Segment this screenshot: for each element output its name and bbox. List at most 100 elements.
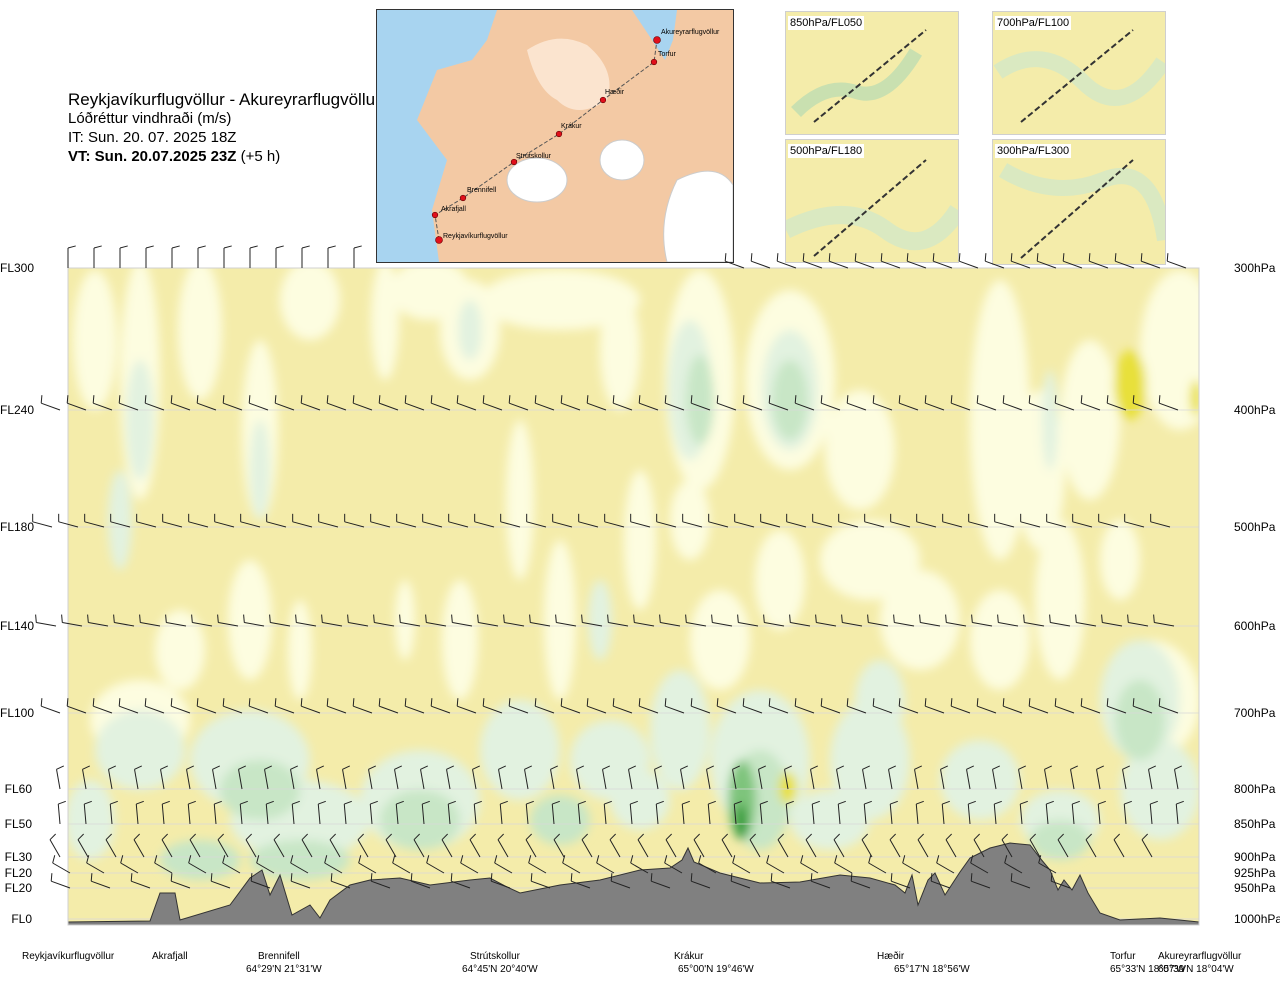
wind-barb-staff — [833, 839, 845, 858]
wind-barb-feather — [472, 765, 480, 770]
mini-map-850-svg — [786, 12, 958, 134]
wind-barb-staff — [994, 521, 1015, 528]
wind-barb-feather — [945, 614, 947, 623]
wind-barb-feather — [347, 614, 349, 623]
wind-barb-staff — [751, 260, 771, 269]
wind-barb-feather — [222, 855, 226, 864]
wind-barb-staff — [421, 804, 425, 825]
wind-barb-staff — [608, 622, 629, 627]
wind-barb — [108, 765, 116, 790]
wind-barb-feather — [352, 395, 355, 404]
wind-barb — [290, 873, 311, 889]
field-layer — [68, 268, 1199, 925]
wind-barb — [570, 873, 591, 889]
wind-barb-staff — [587, 402, 607, 411]
wind-barb-staff — [733, 804, 737, 825]
wind-barb — [973, 833, 985, 858]
wind-barb — [950, 395, 971, 411]
mini-map-700-route — [1020, 29, 1134, 123]
wind-barb-staff — [693, 839, 705, 858]
wind-barb-staff — [637, 839, 649, 858]
wind-barb — [993, 800, 1002, 825]
wind-barb — [191, 614, 213, 627]
wind-barb-staff — [1081, 705, 1101, 714]
wind-barb-feather — [1044, 765, 1052, 770]
wind-barb — [971, 614, 993, 627]
route-map-highland — [527, 38, 610, 110]
wind-barb — [1132, 698, 1153, 714]
wind-barb-staff — [836, 769, 841, 790]
wind-barb — [1158, 395, 1179, 411]
wind-barb — [707, 800, 716, 825]
valid-time-main: VT: Sun. 20.07.2025 23Z — [68, 148, 237, 165]
location-coordinate: 65°17'N 18°56'W — [894, 964, 970, 975]
wind-barb — [690, 698, 711, 714]
wind-barb-feather — [370, 800, 378, 805]
wind-barb — [404, 395, 425, 411]
wind-barb-feather — [578, 800, 586, 805]
wind-barb — [477, 614, 499, 627]
wind-barb-staff — [603, 804, 607, 825]
wind-barb-feather — [528, 855, 532, 864]
wind-barb-staff — [634, 622, 655, 627]
wind-barb-feather — [108, 765, 116, 770]
wind-barb — [711, 614, 733, 627]
wind-barb-feather — [530, 873, 533, 882]
mini-map-700-svg — [993, 12, 1165, 134]
wind-barb-feather — [1004, 855, 1008, 864]
wind-barb-staff — [868, 622, 889, 627]
wind-barb-feather — [802, 253, 805, 262]
wind-barb-feather — [637, 833, 645, 841]
wind-barb-feather — [498, 765, 506, 770]
wind-barb — [499, 800, 508, 825]
wind-barb-staff — [847, 705, 867, 714]
wind-barb-staff — [369, 804, 373, 825]
wind-barb-staff — [562, 862, 581, 874]
wind-barb-staff — [972, 622, 993, 627]
wind-barb-feather — [196, 395, 199, 404]
wind-barb-staff — [907, 260, 927, 269]
wind-barb-feather — [898, 395, 901, 404]
wind-barb — [248, 395, 269, 411]
wind-barb — [812, 513, 833, 528]
vertical-velocity-contour — [155, 610, 205, 690]
wind-barb — [524, 765, 532, 790]
wind-barb-feather — [120, 855, 124, 864]
wind-barb — [269, 614, 291, 627]
location-name: Akureyrarflugvöllur — [1158, 951, 1242, 962]
vertical-velocity-contour — [790, 790, 870, 850]
wind-barb-staff — [1045, 804, 1049, 825]
wind-barb-staff — [426, 622, 447, 627]
wind-barb-feather — [898, 698, 901, 707]
wind-barb-feather — [67, 245, 76, 249]
flight-level-label: FL20 — [4, 866, 32, 880]
wind-barb-feather — [217, 614, 219, 623]
wind-barb-staff — [1051, 880, 1071, 889]
wind-barb — [196, 698, 217, 714]
wind-barb-feather — [560, 395, 563, 404]
wind-barb — [119, 245, 128, 268]
wind-barb-feather — [1054, 698, 1057, 707]
wind-barb — [460, 855, 479, 874]
wind-barb-staff — [967, 804, 971, 825]
wind-barb-feather — [84, 800, 92, 805]
wind-barb — [161, 833, 173, 858]
wind-barb-staff — [1029, 839, 1041, 858]
wind-barb-staff — [749, 839, 761, 858]
wind-barb-staff — [331, 880, 351, 889]
wind-barb — [525, 833, 537, 858]
wind-barb-staff — [891, 880, 911, 889]
wind-barb-staff — [526, 521, 547, 528]
wind-barb-staff — [525, 839, 537, 858]
wind-barb-staff — [651, 880, 671, 889]
wind-barb-staff — [1175, 804, 1179, 825]
wind-barb-feather — [1127, 614, 1129, 623]
wind-barb-staff — [239, 804, 243, 825]
wind-barb-staff — [413, 839, 425, 858]
wind-barb-staff — [371, 880, 391, 889]
flight-level-label: FL60 — [4, 782, 32, 796]
wind-barb-feather — [776, 253, 779, 262]
wind-barb-feather — [52, 855, 56, 864]
wind-barb — [490, 873, 511, 889]
vertical-velocity-contour — [228, 560, 272, 680]
